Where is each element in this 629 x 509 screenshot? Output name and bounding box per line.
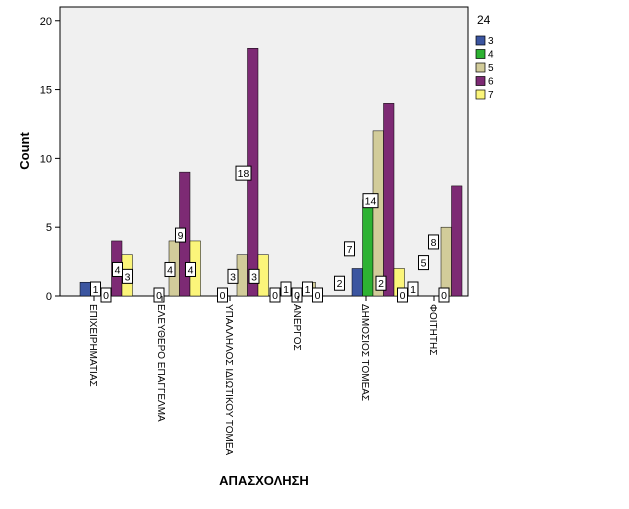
data-label-box: [344, 241, 355, 257]
y-axis-title: Count: [17, 132, 32, 170]
data-label: 4: [188, 264, 194, 276]
data-label: 0: [400, 290, 406, 302]
data-label-box: [227, 268, 239, 284]
data-label: 14: [365, 196, 377, 208]
data-label: 0: [156, 290, 162, 302]
data-label-box: [175, 227, 186, 243]
data-label-box: [428, 234, 439, 250]
data-label: 2: [337, 278, 343, 290]
y-tick-label: 5: [46, 222, 52, 234]
data-label: 7: [347, 244, 353, 256]
y-tick-label: 20: [40, 16, 52, 28]
data-label: 0: [272, 290, 278, 302]
x-tick-label: ΥΠΑΛΛΗΛΟΣ ΙΔΙΩΤΙΚΟΥ ΤΟΜΕΑ: [223, 304, 234, 456]
legend-swatch: [475, 76, 486, 86]
data-label-box: [407, 281, 419, 297]
data-label: 3: [251, 271, 257, 283]
data-label-box: [122, 268, 133, 284]
data-label: 18: [238, 168, 250, 180]
data-label: 0: [103, 290, 109, 302]
data-label-box: [312, 287, 323, 303]
data-label: 0: [294, 290, 300, 302]
data-label-box: [153, 287, 165, 303]
x-tick-label: ΔΗΜΟΣΙΟΣ ΤΟΜΕΑΣ: [359, 304, 370, 401]
bar: [372, 130, 384, 297]
data-label-box: [100, 287, 112, 303]
y-tick-label: 0: [46, 291, 52, 303]
legend: 24 3 4 5 6 7: [475, 13, 494, 101]
x-tick-label: ΑΝΕΡΓΟΣ: [291, 304, 302, 351]
data-label: 4: [115, 264, 121, 276]
legend-label: 3: [488, 36, 494, 47]
x-tick-label: ΦΟΙΤΗΤΗΣ: [427, 304, 438, 355]
data-label-box: [269, 287, 281, 303]
legend-swatch: [475, 89, 486, 100]
data-label-box: [375, 275, 387, 291]
data-label-box: [235, 165, 252, 181]
data-label-box: [334, 275, 345, 291]
legend-swatch: [475, 49, 486, 59]
data-label-box: [362, 193, 379, 209]
legend-label: 5: [488, 63, 494, 74]
data-label-box: [185, 261, 196, 277]
data-label: 2: [378, 278, 384, 290]
bar: [257, 254, 269, 297]
data-label: 3: [125, 271, 131, 283]
data-label: 5: [421, 258, 427, 270]
data-label: 4: [167, 264, 173, 276]
x-tick-label: ΕΠΙΧΕΙΡΗΜΑΤΙΑΣ: [87, 304, 98, 387]
data-label: 3: [230, 271, 236, 283]
bar: [362, 199, 374, 297]
data-label-box: [438, 287, 450, 303]
data-label-box: [280, 281, 292, 297]
data-label-box: [248, 268, 260, 284]
legend-title: 24: [477, 13, 491, 27]
bar: [79, 281, 91, 297]
x-axis-title: ΑΠΑΣΧΟΛΗΣΗ: [219, 473, 309, 488]
bar: [236, 254, 248, 297]
bar: [440, 226, 452, 297]
data-label: 1: [410, 284, 416, 296]
data-label: 1: [93, 284, 99, 296]
legend-label: 6: [488, 77, 494, 88]
y-tick-label: 10: [40, 153, 52, 165]
data-label: 0: [315, 290, 321, 302]
y-tick-label: 15: [40, 85, 52, 97]
bar: [351, 268, 363, 297]
data-label: 9: [178, 230, 184, 242]
data-label: 0: [220, 290, 226, 302]
legend-swatch: [475, 35, 486, 46]
x-tick-label: ΕΛΕΥΘΕΡΟ ΕΠΑΓΓΕΛΜΑ: [155, 304, 166, 422]
data-label: 0: [441, 290, 447, 302]
legend-label: 7: [488, 90, 494, 101]
legend-swatch: [475, 62, 486, 73]
legend-label: 4: [488, 50, 494, 61]
data-label: 1: [283, 284, 289, 296]
data-label: 1: [305, 284, 311, 296]
data-label-box: [418, 255, 429, 271]
data-label-box: [164, 261, 176, 277]
bar: [383, 103, 395, 297]
data-label: 8: [431, 237, 437, 249]
plot-area: [59, 6, 469, 297]
data-label-box: [217, 287, 228, 303]
bar: [451, 185, 463, 297]
